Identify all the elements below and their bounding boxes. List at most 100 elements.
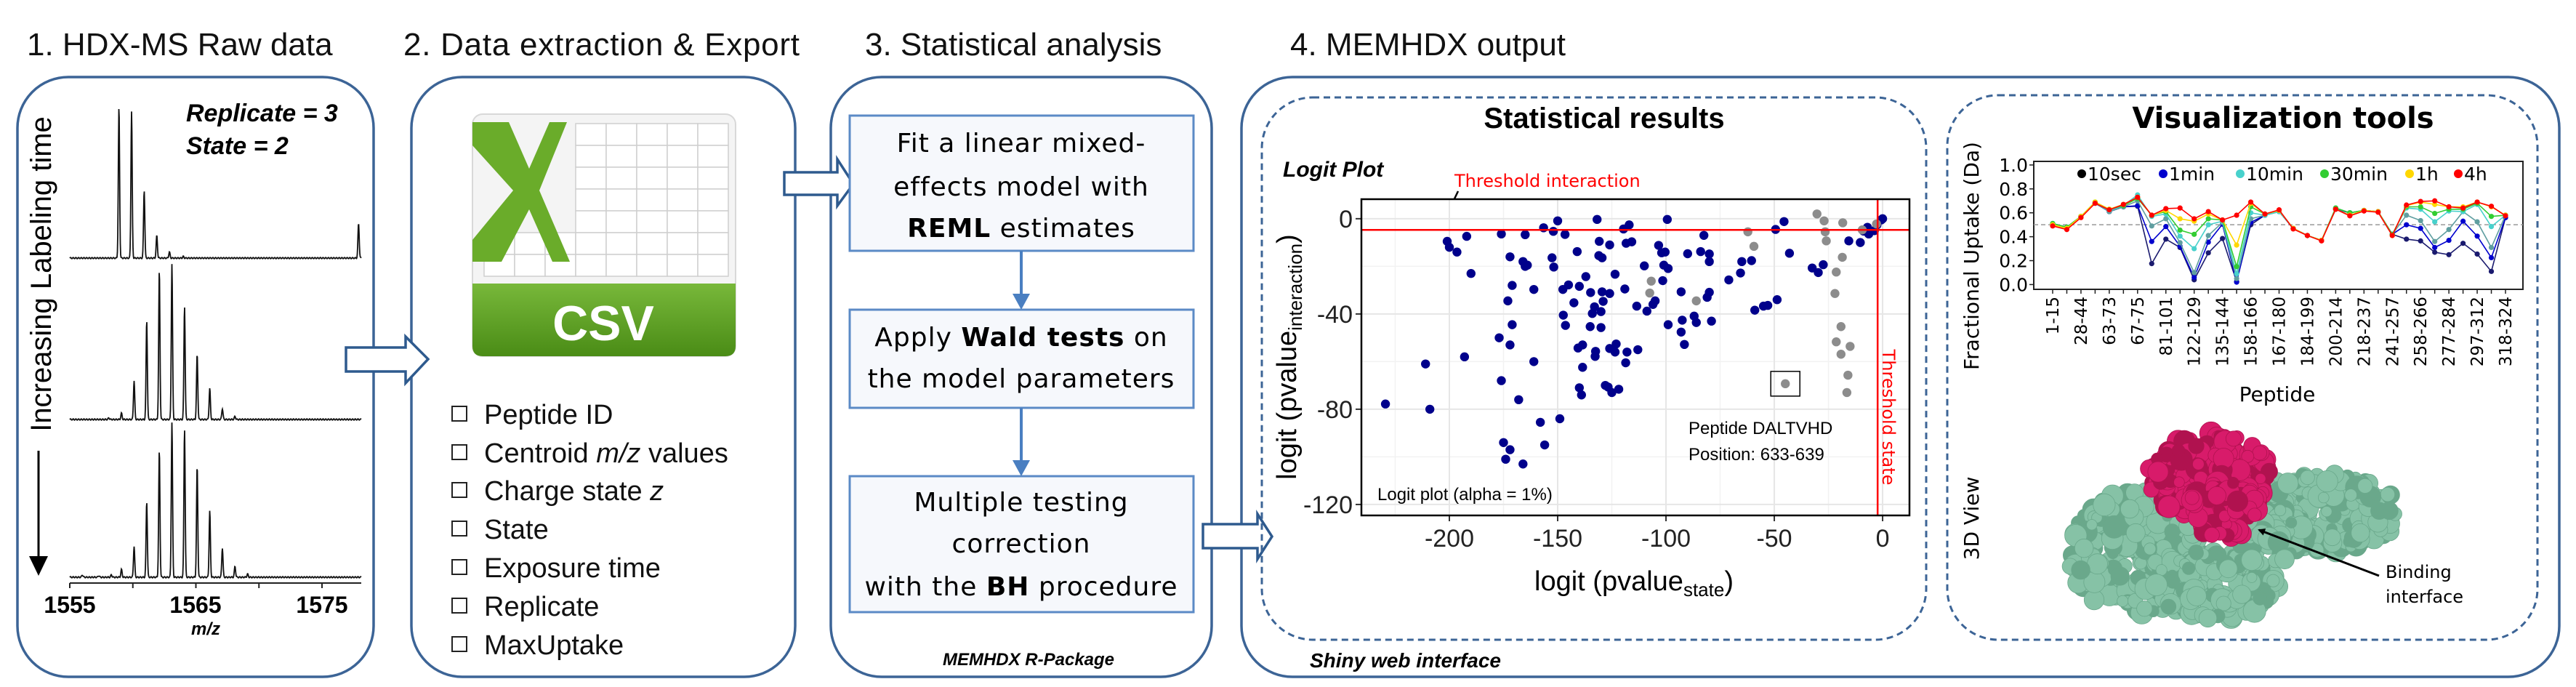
data-point bbox=[1605, 289, 1614, 298]
data-point bbox=[2205, 239, 2211, 245]
step3-line2: correction bbox=[952, 529, 1091, 559]
x-tick-label: 318-324 bbox=[2497, 297, 2516, 366]
data-point bbox=[2205, 222, 2211, 228]
step2-line1: Apply Wald tests on bbox=[874, 323, 1167, 353]
checkbox-icon bbox=[451, 559, 467, 575]
data-point bbox=[2375, 209, 2381, 215]
data-point bbox=[1508, 281, 1517, 290]
y-tick-label: 0.2 bbox=[1999, 251, 2028, 272]
data-point bbox=[2149, 238, 2154, 244]
data-point bbox=[1750, 305, 1760, 315]
data-point bbox=[1838, 218, 1848, 228]
field-label: Charge state z bbox=[484, 476, 664, 507]
uptake-y-axis-label: Fractional Uptake (Da) bbox=[1960, 142, 1984, 370]
surface-atom bbox=[2157, 495, 2181, 518]
data-point bbox=[1814, 268, 1823, 278]
data-point bbox=[1508, 320, 1517, 329]
surface-atom bbox=[2191, 458, 2205, 470]
data-point bbox=[1737, 257, 1747, 267]
logit-x-axis-label: logit (pvaluestate) bbox=[1534, 566, 1734, 600]
legend-dot-icon bbox=[2159, 169, 2168, 178]
csv-file-icon: CSV bbox=[472, 113, 736, 357]
data-point bbox=[2247, 199, 2254, 205]
mz-tick-label: 1575 bbox=[296, 592, 347, 618]
data-point bbox=[2347, 213, 2353, 219]
field-label: Centroid m/z values bbox=[484, 438, 728, 469]
step1-line2: effects model with bbox=[893, 172, 1149, 202]
data-point bbox=[1505, 340, 1515, 350]
data-point bbox=[2474, 219, 2480, 225]
data-point bbox=[1646, 276, 1656, 286]
step-bh-correction bbox=[848, 475, 1195, 614]
surface-atom bbox=[2285, 517, 2298, 529]
time-arrow-head-icon bbox=[29, 556, 48, 576]
data-point bbox=[1574, 383, 1585, 393]
step2-line2: the model parameters bbox=[868, 364, 1175, 394]
panel1-title: 1. HDX-MS Raw data bbox=[27, 27, 333, 63]
legend-item: 4h bbox=[2454, 164, 2487, 185]
surface-atom bbox=[2253, 590, 2268, 606]
data-point bbox=[1560, 230, 1570, 239]
data-point bbox=[2432, 198, 2438, 204]
mz-axis-ticks bbox=[69, 583, 323, 588]
legend-dot-icon bbox=[2405, 169, 2414, 178]
data-point bbox=[1704, 257, 1714, 267]
data-point bbox=[1466, 268, 1476, 278]
data-point bbox=[2319, 238, 2325, 244]
data-point bbox=[1676, 327, 1686, 337]
data-point bbox=[1676, 287, 1686, 297]
legend-dot-icon bbox=[2454, 169, 2463, 178]
data-point bbox=[2446, 252, 2452, 257]
binding-label-line2: interface bbox=[2386, 587, 2463, 607]
data-point bbox=[1569, 298, 1579, 308]
checkbox-icon bbox=[451, 406, 467, 422]
data-point bbox=[1514, 395, 1524, 405]
surface-atom bbox=[2274, 504, 2287, 517]
surface-atom bbox=[2189, 545, 2204, 561]
data-point bbox=[2432, 201, 2438, 207]
replicate-label: Replicate = 3 bbox=[186, 100, 338, 127]
x-tick-label: 277-284 bbox=[2440, 297, 2459, 366]
data-point bbox=[1836, 350, 1846, 359]
surface-atom bbox=[2207, 486, 2226, 505]
surface-atom bbox=[2343, 536, 2354, 547]
y-tick-label: 0.0 bbox=[1999, 274, 2028, 295]
surface-atom bbox=[2218, 559, 2238, 579]
data-point bbox=[1497, 376, 1506, 385]
data-point bbox=[2460, 205, 2466, 211]
x-tick-label: -50 bbox=[1756, 525, 1792, 553]
legend-dot-icon bbox=[2236, 169, 2245, 178]
surface-atom bbox=[2255, 473, 2266, 485]
data-point bbox=[1633, 345, 1643, 355]
surface-atom bbox=[2209, 547, 2223, 561]
data-point bbox=[2220, 236, 2226, 241]
y-tick-label: 0.8 bbox=[1999, 179, 2028, 200]
field-list-item: Exposure time bbox=[451, 553, 661, 584]
data-point bbox=[2418, 204, 2423, 210]
data-point bbox=[1819, 216, 1829, 226]
step1-line3: REML estimates bbox=[907, 214, 1135, 244]
surface-atom bbox=[2074, 538, 2094, 558]
field-label: Peptide ID bbox=[484, 400, 613, 430]
data-point bbox=[1611, 339, 1621, 349]
data-point bbox=[2488, 214, 2495, 220]
visualization-tools-panel bbox=[1946, 94, 2539, 641]
csv-icon-label: CSV bbox=[552, 296, 654, 351]
data-point bbox=[2205, 250, 2211, 256]
field-list-item: Centroid m/z values bbox=[451, 438, 728, 469]
surface-atom bbox=[2164, 523, 2181, 539]
data-point bbox=[1704, 287, 1714, 297]
threshold-state-label: Threshold state bbox=[1878, 349, 1899, 486]
data-point bbox=[2149, 223, 2154, 229]
surface-atom bbox=[2344, 489, 2358, 502]
data-point bbox=[1596, 307, 1606, 316]
data-point bbox=[2446, 227, 2452, 233]
data-point bbox=[1593, 214, 1602, 225]
step3-line3: with the BH procedure bbox=[864, 572, 1178, 602]
3d-view-label: 3D View bbox=[1960, 477, 1984, 561]
data-point bbox=[2404, 222, 2410, 228]
data-point bbox=[1822, 236, 1831, 246]
data-point bbox=[2191, 231, 2197, 237]
panel4-title: 4. MEMHDX output bbox=[1290, 27, 1566, 63]
legend-label: 30min bbox=[2330, 164, 2388, 185]
